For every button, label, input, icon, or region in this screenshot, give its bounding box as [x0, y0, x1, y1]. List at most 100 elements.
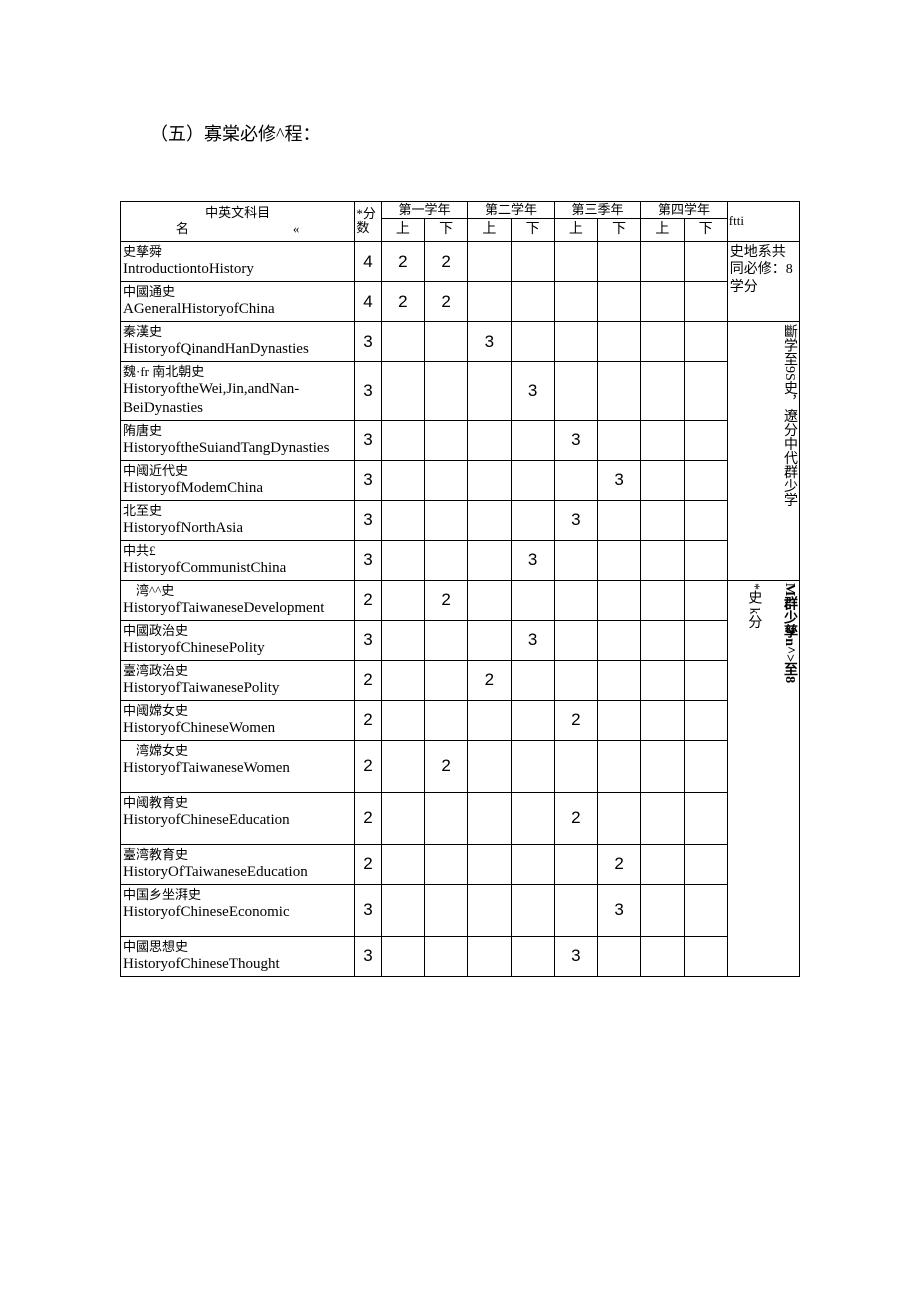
sem-cell: [554, 281, 597, 321]
note-group1: 史地系共同必修：8学分: [727, 241, 799, 321]
header-year4: 第四学年: [641, 202, 728, 219]
header-y4-down: 下: [684, 219, 727, 242]
header-year2: 第二学年: [468, 202, 555, 219]
credits-cell: 2: [355, 844, 381, 884]
sem-cell: 3: [468, 321, 511, 361]
sem-cell: [554, 884, 597, 936]
sem-cell: [511, 500, 554, 540]
credits-cell: 3: [355, 420, 381, 460]
header-y1-down: 下: [424, 219, 467, 242]
sem-cell: [598, 321, 641, 361]
sem-cell: [468, 241, 511, 281]
course-name-cn: 秦漢史: [123, 324, 352, 340]
header-y1-up: 上: [381, 219, 424, 242]
course-name-cn: 臺湾教育史: [123, 847, 352, 863]
table-row: 中國思想史 HistoryofChineseThought 3 3: [121, 936, 800, 976]
table-row: 湾嫦女史 HistoryofTaiwaneseWomen 2 2: [121, 740, 800, 792]
credits-cell: 3: [355, 361, 381, 420]
sem-cell: [641, 420, 684, 460]
sem-cell: 3: [554, 420, 597, 460]
note-group3: *史 k分 M群少孳n^>至8: [727, 580, 799, 976]
sem-cell: [381, 660, 424, 700]
sem-cell: [511, 884, 554, 936]
subject-cell: 中国乡坐湃史 HistoryofChineseEconomic: [121, 884, 355, 936]
course-name-en: HistoryofNorthAsia: [123, 519, 352, 538]
sem-cell: [641, 540, 684, 580]
sem-cell: [684, 740, 727, 792]
sem-cell: [424, 660, 467, 700]
sem-cell: [598, 700, 641, 740]
sem-cell: [554, 241, 597, 281]
sem-cell: [511, 281, 554, 321]
sem-cell: [641, 660, 684, 700]
subject-cell: 湾嫦女史 HistoryofTaiwaneseWomen: [121, 740, 355, 792]
subject-cell: 中阈嫦女史 HistoryofChineseWomen: [121, 700, 355, 740]
course-name-cn: 湾^^史: [123, 583, 352, 599]
subject-cell: 中阈近代史 HistoryofModemChina: [121, 460, 355, 500]
sem-cell: [511, 700, 554, 740]
course-name-en: HistoryOfTaiwaneseEducation: [123, 863, 352, 882]
sem-cell: [424, 936, 467, 976]
sem-cell: [468, 884, 511, 936]
sem-cell: [554, 740, 597, 792]
sem-cell: [641, 321, 684, 361]
sem-cell: [641, 936, 684, 976]
credits-cell: 3: [355, 500, 381, 540]
course-name-cn: 北至史: [123, 503, 352, 519]
table-row: 中国乡坐湃史 HistoryofChineseEconomic 3 3: [121, 884, 800, 936]
credits-cell: 3: [355, 884, 381, 936]
course-name-cn: 史孳舜: [123, 244, 352, 260]
sem-cell: 2: [554, 700, 597, 740]
table-row: 中阈教育史 HistoryofChineseEducation 2 2: [121, 792, 800, 844]
sem-cell: [424, 540, 467, 580]
course-name-en: AGeneralHistoryofChina: [123, 300, 352, 319]
sem-cell: [424, 792, 467, 844]
header-subject: 中英文科目 名 «: [121, 202, 355, 242]
table-row: 湾^^史 HistoryofTaiwaneseDevelopment 2 2 *…: [121, 580, 800, 620]
sem-cell: [641, 361, 684, 420]
header-credits: *分数: [355, 202, 381, 242]
sem-cell: 2: [381, 241, 424, 281]
credits-cell: 2: [355, 740, 381, 792]
header-year3: 第三季年: [554, 202, 641, 219]
course-name-cn: 中国乡坐湃史: [123, 887, 352, 903]
header-y3-down: 下: [598, 219, 641, 242]
sem-cell: [684, 700, 727, 740]
sem-cell: [554, 361, 597, 420]
sem-cell: [684, 361, 727, 420]
sem-cell: [381, 500, 424, 540]
sem-cell: [641, 281, 684, 321]
course-name-cn: 中國思想史: [123, 939, 352, 955]
course-name-en: HistoryofChineseEconomic: [123, 903, 352, 922]
table-row: 中共£ HistoryofCommunistChina 3 3: [121, 540, 800, 580]
sem-cell: [684, 500, 727, 540]
header-subject-line2: 名 «: [176, 221, 300, 236]
table-row: 魏·fr 南北朝史 HistoryoftheWei,Jin,andNan-Bei…: [121, 361, 800, 420]
sem-cell: [554, 460, 597, 500]
sem-cell: [554, 620, 597, 660]
sem-cell: [641, 500, 684, 540]
credits-cell: 2: [355, 580, 381, 620]
sem-cell: [468, 792, 511, 844]
sem-cell: [684, 580, 727, 620]
sem-cell: [511, 241, 554, 281]
course-name-en: HistoryofTaiwaneseWomen: [123, 759, 352, 778]
section-heading: （五）寡棠必修^程：: [120, 120, 800, 146]
sem-cell: [684, 884, 727, 936]
sem-cell: [598, 740, 641, 792]
subject-cell: 陏唐史 HistoryoftheSuiandTangDynasties: [121, 420, 355, 460]
subject-cell: 湾^^史 HistoryofTaiwaneseDevelopment: [121, 580, 355, 620]
course-name-cn: 中國政治史: [123, 623, 352, 639]
sem-cell: [598, 241, 641, 281]
sem-cell: [554, 321, 597, 361]
sem-cell: [598, 281, 641, 321]
subject-cell: 魏·fr 南北朝史 HistoryoftheWei,Jin,andNan-Bei…: [121, 361, 355, 420]
sem-cell: [381, 540, 424, 580]
credits-cell: 3: [355, 540, 381, 580]
sem-cell: [598, 420, 641, 460]
course-name-en: IntroductiontoHistory: [123, 260, 352, 279]
sem-cell: [554, 844, 597, 884]
sem-cell: 2: [424, 580, 467, 620]
sem-cell: 2: [468, 660, 511, 700]
sem-cell: [468, 420, 511, 460]
